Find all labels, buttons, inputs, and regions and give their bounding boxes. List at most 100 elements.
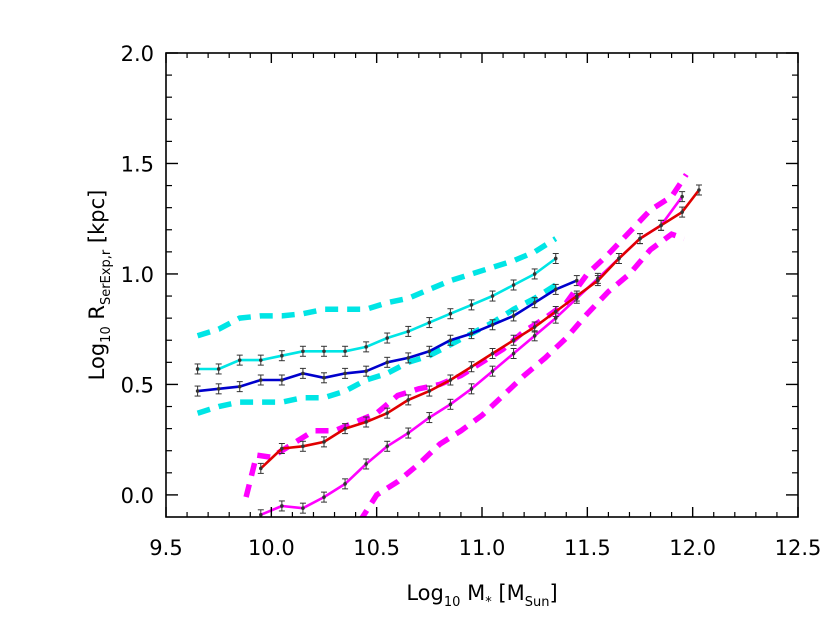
data-point — [469, 303, 474, 307]
data-point — [697, 188, 701, 192]
data-point — [280, 378, 284, 382]
y-tick-label: 1.5 — [121, 152, 154, 176]
data-point — [301, 444, 305, 449]
data-point — [343, 349, 347, 354]
data-point — [364, 462, 368, 466]
data-point — [596, 278, 600, 283]
tick-labels: 9.5 10.0 10.5 11.0 11.5 12.0 12.5 0.0 0.5 1.0 1.5 2… — [121, 42, 822, 560]
data-point — [553, 256, 558, 261]
x-tick-label: 9.5 — [149, 536, 182, 560]
data-point — [532, 325, 537, 329]
series-line-dashed — [196, 236, 558, 339]
series-line — [259, 189, 701, 470]
data-point — [343, 426, 347, 431]
x-tick-label: 11.5 — [564, 536, 611, 560]
data-point — [617, 256, 621, 261]
data-point — [427, 389, 432, 393]
data-point — [511, 338, 516, 343]
data-point — [259, 512, 263, 517]
series-6 — [359, 231, 686, 517]
series-line — [197, 257, 557, 371]
series-7 — [257, 184, 702, 474]
y-tick-label: 2.0 — [121, 42, 154, 66]
data-point — [259, 378, 263, 382]
data-point — [364, 420, 368, 424]
y-axis-label: Log10 RSerExp,r [kpc] — [85, 190, 114, 381]
series-2 — [196, 282, 558, 416]
y-tick-label: 0.5 — [121, 373, 154, 397]
data-point — [553, 309, 558, 314]
data-point — [575, 278, 579, 283]
data-point — [638, 236, 642, 241]
data-point — [532, 334, 537, 338]
data-point — [280, 353, 284, 358]
x-tick-label: 12.5 — [775, 536, 822, 560]
series-1 — [196, 236, 558, 339]
series-line-dashed — [359, 231, 686, 517]
x-tick-label: 12.0 — [669, 536, 716, 560]
data-point — [490, 351, 495, 356]
x-axis-label: Log10 M* [MSun] — [406, 581, 557, 610]
data-point — [322, 376, 326, 380]
data-point — [322, 495, 326, 499]
data-point — [364, 369, 368, 373]
data-point — [280, 504, 284, 508]
data-point — [427, 349, 432, 354]
series-line-dashed — [243, 172, 689, 498]
data-point — [490, 322, 495, 327]
data-point — [448, 378, 453, 382]
data-point — [406, 356, 411, 360]
data-point — [448, 402, 453, 407]
data-point — [385, 444, 390, 449]
data-point — [448, 338, 453, 343]
data-point — [385, 336, 390, 340]
series-5 — [243, 172, 689, 498]
data-point — [195, 367, 200, 371]
data-point — [343, 482, 347, 486]
data-point — [469, 387, 474, 391]
data-point — [237, 358, 242, 362]
plot-frame — [165, 52, 799, 518]
data-point — [427, 415, 432, 420]
data-point — [490, 294, 495, 298]
data-point — [511, 351, 516, 356]
data-point — [469, 331, 474, 336]
data-point — [259, 466, 263, 471]
x-tick-label: 10.0 — [248, 536, 295, 560]
data-point — [469, 364, 474, 369]
data-point — [280, 446, 284, 451]
x-tick-label: 10.5 — [353, 536, 400, 560]
data-point — [575, 294, 579, 298]
data-point — [448, 311, 453, 316]
data-point — [553, 316, 558, 320]
data-point — [511, 314, 516, 318]
data-point — [385, 411, 390, 415]
series-layer — [194, 172, 702, 517]
data-point — [301, 349, 305, 354]
series-0 — [194, 252, 559, 375]
series-3 — [194, 275, 580, 397]
data-point — [237, 384, 242, 389]
series-4 — [257, 191, 686, 517]
data-point — [259, 358, 263, 362]
ticks-layer — [165, 52, 799, 517]
data-point — [532, 300, 537, 305]
data-point — [385, 360, 390, 365]
data-point — [532, 272, 537, 276]
data-point — [406, 431, 411, 435]
data-point — [364, 345, 368, 349]
data-point — [301, 506, 305, 510]
data-point — [680, 210, 684, 214]
data-point — [427, 320, 432, 325]
series-line-dashed — [196, 282, 558, 416]
data-point — [195, 389, 200, 393]
data-point — [406, 329, 411, 334]
data-point — [216, 387, 221, 391]
data-point — [553, 287, 558, 292]
data-point — [406, 398, 411, 402]
data-point — [301, 371, 305, 376]
data-point — [490, 369, 495, 373]
x-tick-label: 11.0 — [459, 536, 506, 560]
data-point — [322, 349, 326, 354]
